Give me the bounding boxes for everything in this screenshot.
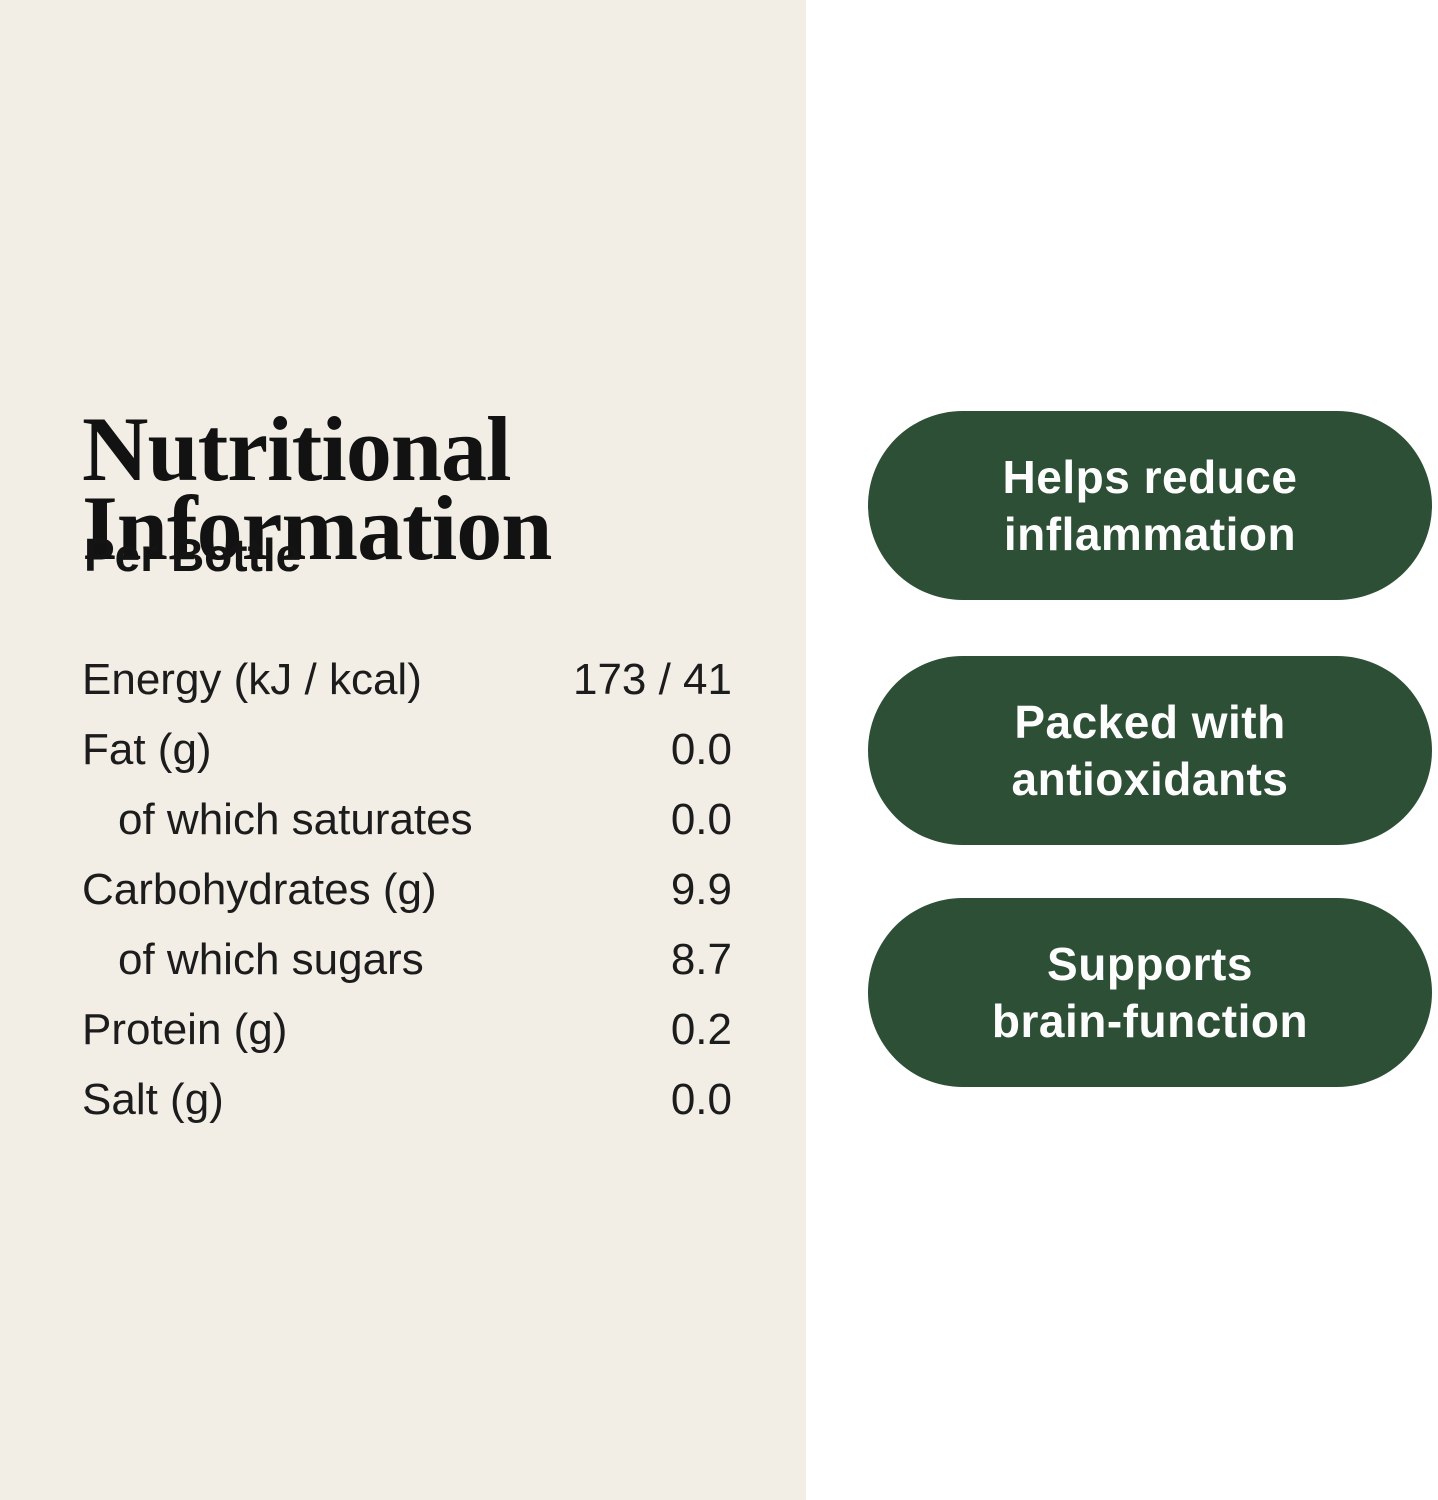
benefit-badge-label: Supports brain-function	[992, 936, 1308, 1050]
row-value: 8.7	[670, 935, 732, 984]
benefit-badge-antioxidants: Packed with antioxidants	[868, 656, 1432, 845]
table-row-salt: Salt (g) 0.0	[82, 1065, 732, 1135]
badge-label-line2: brain-function	[991, 994, 1309, 1047]
badge-label-line1: Supports	[1047, 937, 1253, 990]
table-row-saturates: of which saturates 0.0	[82, 785, 732, 855]
row-value: 0.0	[670, 795, 732, 844]
row-label: Carbohydrates (g)	[82, 865, 437, 914]
row-value: 9.9	[670, 865, 732, 914]
row-label: Protein (g)	[82, 1005, 288, 1054]
table-row-sugars: of which sugars 8.7	[82, 925, 732, 995]
benefit-badge-label: Helps reduce inflammation	[1003, 449, 1298, 563]
page-title-line2: Information	[82, 476, 552, 579]
benefit-badge-label: Packed with antioxidants	[1012, 694, 1289, 808]
table-row-energy: Energy (kJ / kcal) 173 / 41	[82, 645, 732, 715]
badge-label-line1: Helps reduce	[1002, 450, 1298, 503]
nutrition-panel: Nutritional Information Per Bottle Energ…	[0, 0, 806, 1500]
badge-label-line2: antioxidants	[1011, 752, 1289, 805]
page-title-line1: Nutritional	[82, 397, 512, 500]
nutrition-table: Energy (kJ / kcal) 173 / 41 Fat (g) 0.0 …	[82, 645, 732, 1135]
badge-label-line2: inflammation	[1003, 507, 1297, 560]
table-row-carbohydrates: Carbohydrates (g) 9.9	[82, 855, 732, 925]
row-label: of which saturates	[118, 795, 473, 844]
row-label: Fat (g)	[82, 725, 212, 774]
serving-subtitle: Per Bottle	[84, 529, 302, 581]
row-value: 0.0	[670, 725, 732, 774]
benefit-badge-brain-function: Supports brain-function	[868, 898, 1432, 1087]
table-row-protein: Protein (g) 0.2	[82, 995, 732, 1065]
row-value: 0.2	[670, 1005, 732, 1054]
table-row-fat: Fat (g) 0.0	[82, 715, 732, 785]
badge-label-line1: Packed with	[1014, 695, 1286, 748]
benefit-badge-inflammation: Helps reduce inflammation	[868, 411, 1432, 600]
row-value: 173 / 41	[572, 655, 732, 704]
row-value: 0.0	[670, 1075, 732, 1124]
row-label: Salt (g)	[82, 1075, 224, 1124]
page-title: Nutritional Information	[82, 397, 552, 579]
row-label: Energy (kJ / kcal)	[82, 655, 422, 704]
row-label: of which sugars	[118, 935, 424, 984]
